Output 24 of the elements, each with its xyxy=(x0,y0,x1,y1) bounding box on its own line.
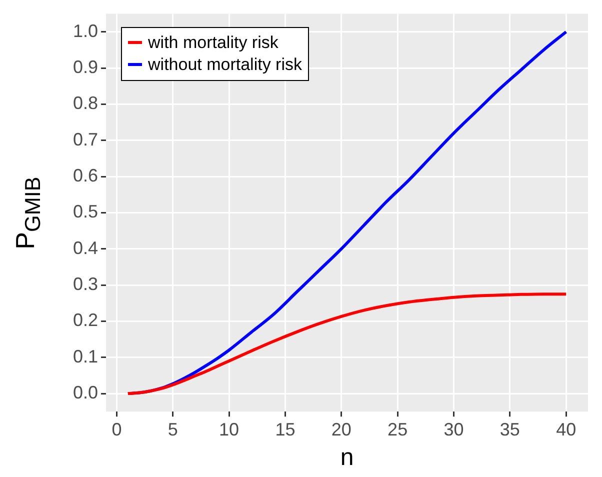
x-tick-label: 40 xyxy=(556,419,576,440)
line-series xyxy=(126,292,568,396)
x-tick-label: 35 xyxy=(500,419,520,440)
y-tick-label: 0.7 xyxy=(72,129,98,150)
legend-label: without mortality risk xyxy=(148,54,302,76)
y-tick-label: 0.8 xyxy=(72,93,98,114)
x-tick-label: 30 xyxy=(444,419,464,440)
x-tick-label: 10 xyxy=(219,419,240,440)
legend-label: with mortality risk xyxy=(148,32,278,54)
y-tick-label: 0.6 xyxy=(72,166,98,186)
x-tick-label: 5 xyxy=(168,419,178,440)
y-tick-label: 0.5 xyxy=(72,202,98,222)
y-tick-label: 1.0 xyxy=(72,20,98,41)
x-tick-label: 15 xyxy=(275,419,296,440)
x-tick-label: 0 xyxy=(112,419,122,440)
x-axis-title: n xyxy=(340,444,354,472)
y-tick-label: 0.2 xyxy=(72,310,98,330)
y-tick-label: 0.9 xyxy=(72,57,98,78)
y-tick-label: 0.0 xyxy=(72,382,98,402)
x-tick-label: 20 xyxy=(331,419,352,440)
y-tick-label: 0.3 xyxy=(72,274,98,294)
y-tick-label: 0.4 xyxy=(72,238,98,258)
x-tick-label: 25 xyxy=(388,419,408,440)
y-tick-label: 0.1 xyxy=(72,346,98,366)
